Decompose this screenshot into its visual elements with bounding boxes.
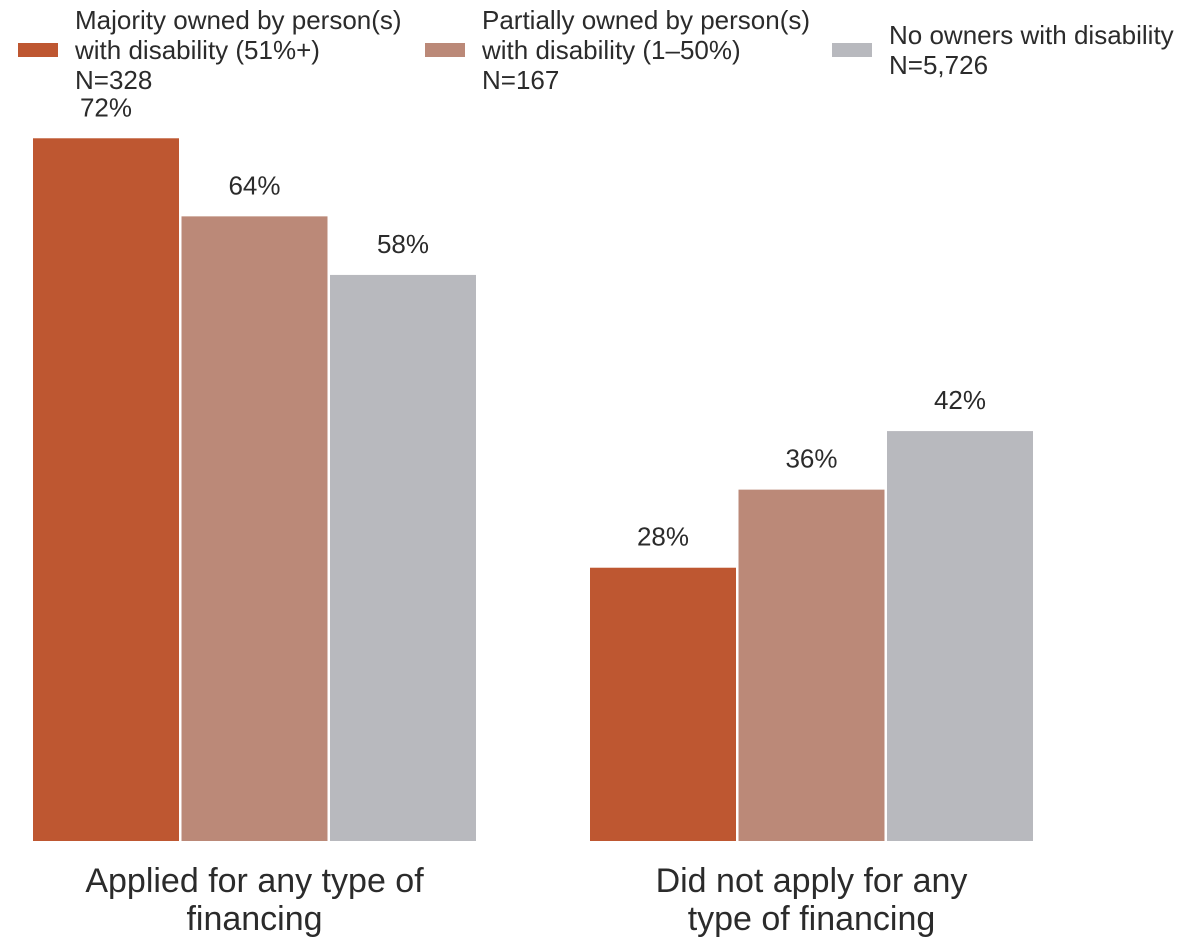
legend-swatch-partially-owned	[425, 43, 465, 57]
legend-text-majority-owned: Majority owned by person(s) with disabil…	[75, 5, 415, 95]
bar-majority-owned-applied	[33, 138, 179, 841]
value-label-majority-owned-applied: 72%	[80, 92, 132, 122]
value-label-partially-owned-applied: 64%	[228, 170, 280, 200]
value-label-no-owners-did-not-apply: 42%	[934, 385, 986, 415]
category-label-applied: Applied for any type of financing	[85, 862, 424, 938]
value-label-majority-owned-did-not-apply: 28%	[637, 522, 689, 552]
bar-partially-owned-applied	[181, 216, 328, 842]
legend-sample-majority-owned: N=328	[75, 65, 153, 95]
bars-layer	[33, 138, 1033, 842]
bar-partially-owned-did-not-apply	[738, 489, 885, 841]
legend-label-majority-owned: Majority owned by person(s) with disabil…	[75, 5, 402, 65]
legend-text-partially-owned: Partially owned by person(s) with disabi…	[482, 5, 822, 95]
category-label-did-not-apply: Did not apply for any type of financing	[655, 862, 968, 938]
legend-swatch-majority-owned	[18, 43, 58, 57]
legend-sample-partially-owned: N=167	[482, 65, 560, 95]
bar-no-owners-applied	[330, 274, 476, 841]
legend-item-majority-owned: Majority owned by person(s) with disabil…	[18, 5, 415, 95]
value-labels-layer: 72% 64% 58% 28% 36% 42%	[80, 92, 986, 551]
value-label-no-owners-applied: 58%	[377, 229, 429, 259]
bar-majority-owned-did-not-apply	[590, 567, 736, 841]
value-label-partially-owned-did-not-apply: 36%	[785, 444, 837, 474]
legend-label-partially-owned: Partially owned by person(s) with disabi…	[482, 5, 811, 65]
legend-text-no-owners: No owners with disability N=5,726	[889, 20, 1189, 80]
bar-no-owners-did-not-apply	[887, 431, 1033, 841]
legend-sample-no-owners: N=5,726	[889, 50, 989, 80]
legend-swatch-no-owners	[832, 43, 872, 57]
legend-item-partially-owned: Partially owned by person(s) with disabi…	[425, 5, 822, 95]
legend-item-no-owners: No owners with disability N=5,726	[832, 5, 1189, 95]
legend-label-no-owners: No owners with disability	[889, 20, 1174, 50]
